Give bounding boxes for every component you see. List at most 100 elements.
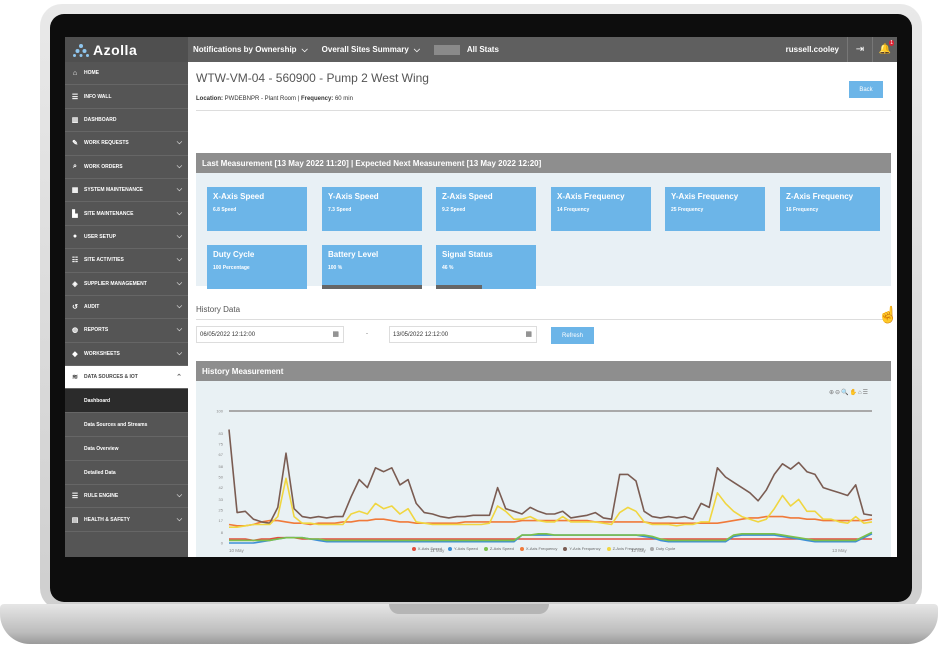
logo[interactable]: Azolla xyxy=(65,37,188,62)
from-date-input[interactable]: 06/05/2022 12:12:00 ▦ xyxy=(196,326,344,343)
sidebar-item-user-setup[interactable]: ● USER SETUP ⌵ xyxy=(65,226,188,250)
card-title: Y-Axis Speed xyxy=(328,192,379,201)
legend-label: Y-Axis Speed xyxy=(453,546,478,551)
frequency-label: Frequency: xyxy=(300,96,334,102)
sidebar-item-data-sources-iot[interactable]: ≋ DATA SOURCES & IOT ⌃ xyxy=(65,366,188,390)
to-date-value: 13/05/2022 12:12:00 xyxy=(393,331,449,338)
sidebar-item-rule-engine[interactable]: ☰ RULE ENGINE ⌵ xyxy=(65,485,188,509)
last-measurement-text: Last Measurement [13 May 2022 11:20] | E… xyxy=(202,158,542,168)
sidebar-item-work-requests[interactable]: ✎ WORK REQUESTS ⌵ xyxy=(65,132,188,156)
sidebar-item-worksheets[interactable]: ◆ WORKSHEETS ⌵ xyxy=(65,343,188,367)
legend-item[interactable]: X-Axis Speed xyxy=(411,546,442,551)
series-line-x-axis-speed[interactable] xyxy=(229,536,872,542)
sidebar-item-reports[interactable]: ◍ REPORTS ⌵ xyxy=(65,319,188,343)
sidebar-item-info-wall[interactable]: ☰ INFO WALL xyxy=(65,85,188,109)
card-duty-cycle[interactable]: Duty Cycle 100 Percentage xyxy=(207,245,307,289)
sidebar-item-health-safety[interactable]: ▤ HEALTH & SAFETY ⌵ xyxy=(65,508,188,532)
nav-notifications-by-ownership[interactable]: Notifications by Ownership ⌵ xyxy=(193,45,308,55)
legend-item[interactable]: Z-Axis Frequency xyxy=(606,546,644,551)
history-line-chart[interactable]: 0 8 17 25 33 42 50 58 67 75 83 100 10 May 11 May 12 Ma… xyxy=(196,381,891,557)
legend-item[interactable]: Z-Axis Speed xyxy=(483,546,514,551)
notification-badge: 1 xyxy=(889,40,894,46)
calendar-icon[interactable]: ▦ xyxy=(525,331,532,338)
sidebar-subitem-data-sources-and-streams[interactable]: Data Sources and Streams xyxy=(65,413,188,438)
series-line-y-axis-frequency[interactable] xyxy=(228,429,873,524)
series-line-z-axis-speed[interactable] xyxy=(229,531,873,542)
document-icon: ▤ xyxy=(71,516,79,524)
username[interactable]: russell.cooley xyxy=(785,45,839,54)
sidebar-item-label: SYSTEM MAINTENANCE xyxy=(84,187,143,194)
y-tick-label: 33 xyxy=(219,497,224,502)
series-line-z-axis-frequency[interactable] xyxy=(229,477,873,528)
sidebar-item-home[interactable]: ⌂ HOME xyxy=(65,62,188,86)
chevron-down-icon: ⌵ xyxy=(176,492,182,500)
card-y-axis-frequency[interactable]: Y-Axis Frequency 25 Frequency xyxy=(665,187,765,231)
card-signal-status[interactable]: Signal Status 46 % xyxy=(436,245,536,289)
to-date-input[interactable]: 13/05/2022 12:12:00 ▦ xyxy=(389,326,537,343)
chevron-down-icon: ⌵ xyxy=(301,44,308,54)
refresh-button[interactable]: Refresh xyxy=(551,327,594,344)
chevron-down-icon: ⌵ xyxy=(176,162,182,170)
card-title: Y-Axis Frequency xyxy=(671,192,739,201)
card-title: Signal Status xyxy=(442,250,493,259)
sidebar-item-system-maintenance[interactable]: ▦ SYSTEM MAINTENANCE ⌵ xyxy=(65,179,188,203)
sidebar-item-site-activities[interactable]: ☷ SITE ACTIVITIES ⌵ xyxy=(65,249,188,273)
card-value: 7.3 Speed xyxy=(328,207,352,213)
legend-label: Z-Axis Speed xyxy=(489,546,514,551)
sidebar-item-site-maintenance[interactable]: ▙ SITE MAINTENANCE ⌵ xyxy=(65,202,188,226)
card-x-axis-speed[interactable]: X-Axis Speed 6.8 Speed xyxy=(207,187,307,231)
sidebar-item-audit[interactable]: ↺ AUDIT ⌵ xyxy=(65,296,188,320)
x-tick-label: 13 May xyxy=(832,548,848,553)
chart-toolbar[interactable]: ⊕⊖🔍✋⌂☰ xyxy=(829,390,869,396)
sidebar-subitem-data-overview[interactable]: Data Overview xyxy=(65,437,188,462)
series-line-x-axis-frequency[interactable] xyxy=(228,515,873,527)
legend-item[interactable]: Y-Axis Frequency xyxy=(563,546,601,551)
card-title: X-Axis Speed xyxy=(213,192,265,201)
card-title: Duty Cycle xyxy=(213,250,255,259)
sidebar-item-dashboard[interactable]: ▥ DASHBOARD xyxy=(65,109,188,133)
sidebar-subitem-detailed-data[interactable]: Detailed Data xyxy=(65,461,188,486)
from-date-value: 06/05/2022 12:12:00 xyxy=(200,331,256,338)
card-x-axis-frequency[interactable]: X-Axis Frequency 14 Frequency xyxy=(551,187,651,231)
chevron-down-icon: ⌵ xyxy=(176,326,182,334)
y-tick-label: 17 xyxy=(219,518,224,523)
separator: | xyxy=(297,96,300,102)
legend-item[interactable]: X-Axis Frequency xyxy=(519,546,557,551)
card-title: Z-Axis Frequency xyxy=(786,192,854,201)
card-value: 100 Percentage xyxy=(213,265,250,271)
y-tick-label: 75 xyxy=(219,442,224,447)
x-tick-label: 12 May xyxy=(631,548,647,553)
chart-container: ⊕⊖🔍✋⌂☰ 0 8 17 25 33 42 50 58 67 75 83 100 10 May 11 M… xyxy=(196,381,891,557)
logout-button[interactable]: ⇥ xyxy=(847,37,872,62)
sidebar-item-supplier-management[interactable]: ◈ SUPPLIER MANAGEMENT ⌵ xyxy=(65,273,188,296)
back-button[interactable]: Back xyxy=(849,81,883,98)
sidebar-subitem-dashboard[interactable]: Dashboard xyxy=(65,389,188,414)
legend-item[interactable]: Duty Cycle xyxy=(649,546,675,551)
card-y-axis-speed[interactable]: Y-Axis Speed 7.3 Speed xyxy=(322,187,422,231)
sidebar-item-label: SITE ACTIVITIES xyxy=(84,257,124,264)
card-value: 6.8 Speed xyxy=(213,207,237,213)
chevron-down-icon: ⌵ xyxy=(176,232,182,240)
notifications-button[interactable]: 🔔 1 xyxy=(872,37,897,62)
divider xyxy=(196,110,891,111)
card-z-axis-speed[interactable]: Z-Axis Speed 9.2 Speed xyxy=(436,187,536,231)
grid-icon: ▦ xyxy=(71,187,79,195)
page-title: WTW-VM-04 - 560900 - Pump 2 West Wing xyxy=(196,71,429,85)
location-value: PWDEBNPR - Plant Room xyxy=(224,96,297,102)
x-tick-label: 10 May xyxy=(229,548,245,553)
sidebar-subitem-label: Dashboard xyxy=(84,397,111,404)
sidebar-subitem-label: Data Overview xyxy=(84,445,119,452)
legend-dot-icon xyxy=(411,546,416,551)
top-right: russell.cooley ⇥ 🔔 1 xyxy=(786,37,897,62)
card-battery-level[interactable]: Battery Level 100 % xyxy=(322,245,422,289)
wifi-icon: ≋ xyxy=(72,374,78,382)
home-icon: ⌂ xyxy=(72,69,78,77)
legend-item[interactable]: Y-Axis Speed xyxy=(447,546,478,551)
card-z-axis-frequency[interactable]: Z-Axis Frequency 16 Frequency xyxy=(780,187,880,231)
sidebar-item-work-orders[interactable]: ⌕ WORK ORDERS ⌵ xyxy=(65,156,188,179)
y-tick-label: 58 xyxy=(219,464,224,469)
nav-all-stats[interactable]: All Stats xyxy=(433,44,499,55)
nav-overall-sites-summary[interactable]: Overall Sites Summary ⌵ xyxy=(322,45,420,55)
signal-status-bar xyxy=(436,285,482,289)
calendar-icon[interactable]: ▦ xyxy=(332,331,339,338)
